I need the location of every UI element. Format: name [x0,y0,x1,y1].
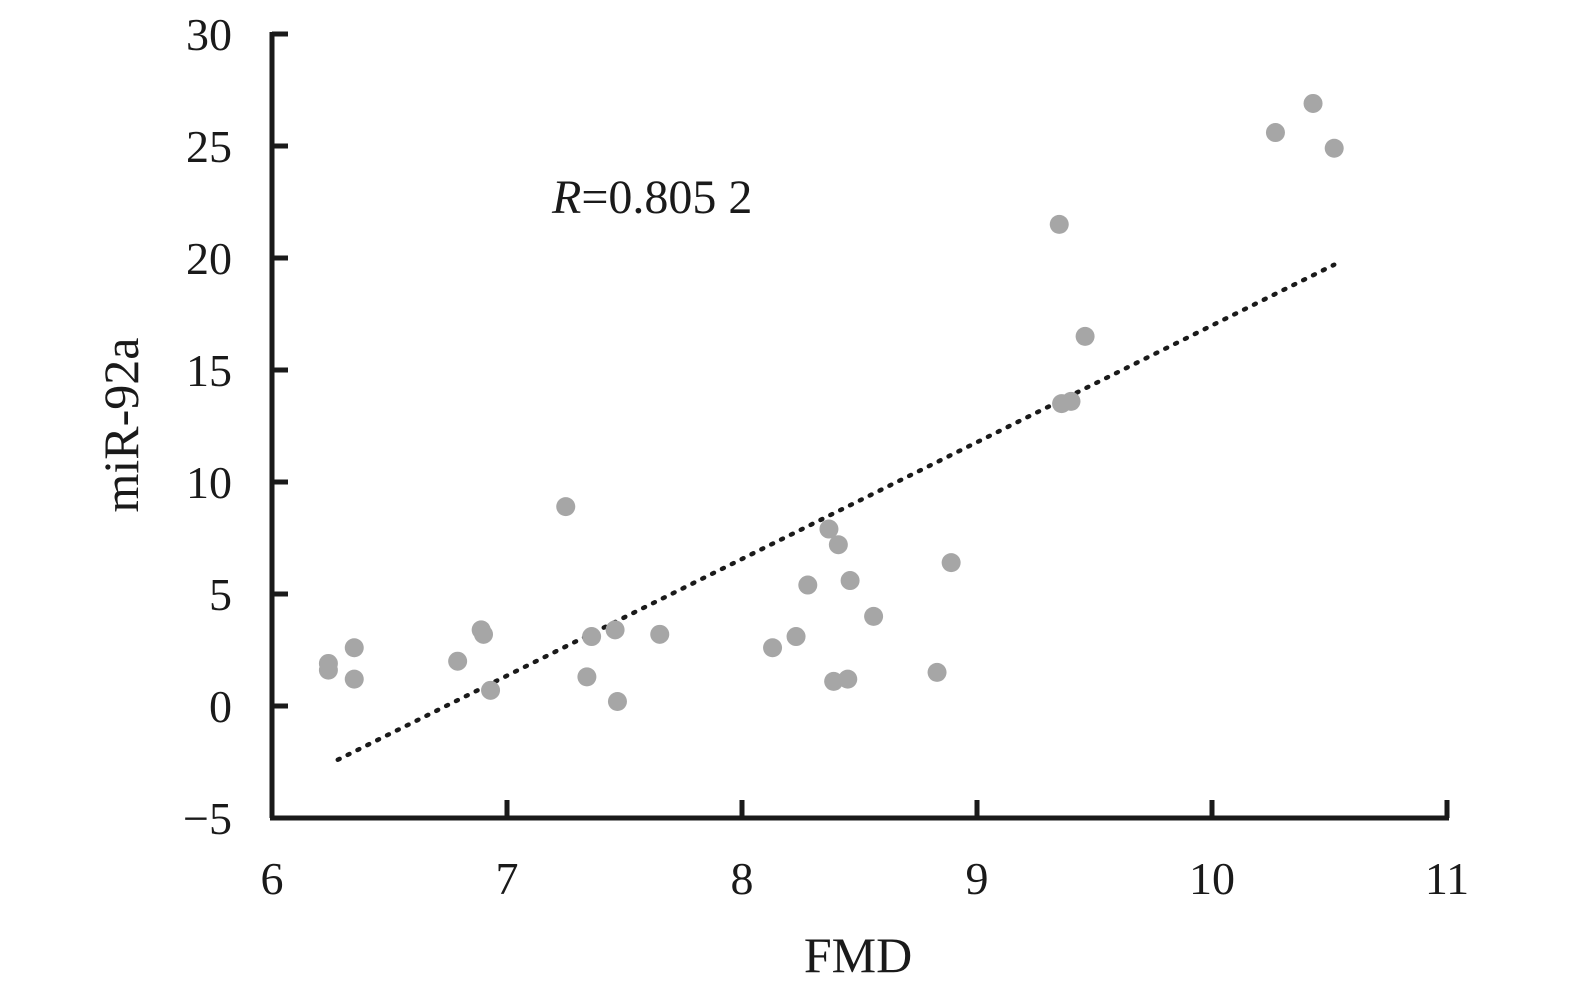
data-point [786,627,806,647]
points-layer [318,93,1344,712]
data-point [577,667,597,687]
y-tick-label: −5 [183,793,232,844]
data-point [927,662,947,682]
data-point [474,624,493,644]
annotation-text: =0.805 2 [581,171,752,224]
data-point [864,606,884,626]
y-tick-label: 30 [186,9,232,60]
trendline-layer [335,262,1337,763]
y-tick-label: 25 [186,121,232,172]
axes-layer [269,31,1450,821]
data-point [448,651,468,671]
data-point [1265,123,1285,143]
x-tick-label: 9 [966,853,989,904]
data-point [941,553,961,573]
x-tick-label: 10 [1189,853,1235,904]
data-point [481,680,501,700]
y-tick-label: 15 [186,345,232,396]
data-point [344,669,364,689]
data-point [1324,138,1344,158]
data-point [1061,391,1081,411]
x-tick-label: 11 [1425,853,1469,904]
data-point [650,624,670,644]
data-point [798,575,818,595]
data-point [582,627,602,647]
x-axis-title: FMD [804,927,912,983]
data-point [605,620,625,640]
data-point [318,660,338,680]
correlation-annotation: R=0.805 2 [551,171,752,224]
data-point [763,638,783,658]
x-tick-label: 8 [731,853,754,904]
data-point [828,535,848,555]
data-point [556,497,576,517]
data-point [819,519,839,539]
annotation-italic: R [551,171,581,224]
data-point [1075,326,1095,346]
data-point [838,669,858,689]
data-point [840,571,860,591]
y-tick-label: 20 [186,233,232,284]
data-point [1049,214,1069,234]
data-point [824,671,844,691]
data-point [607,692,627,712]
y-tick-label: 0 [209,681,232,732]
y-tick-label: 5 [209,569,232,620]
data-point [344,638,364,658]
data-point [1303,93,1323,113]
y-axis-title: miR-92a [93,338,149,513]
y-tick-label: 10 [186,457,232,508]
tick-label-layer: −5 0 5 10 15 20 25 30 6 7 8 9 10 11 [183,9,1469,904]
x-tick-label: 6 [261,853,284,904]
trendline [335,262,1337,763]
x-tick-label: 7 [496,853,519,904]
